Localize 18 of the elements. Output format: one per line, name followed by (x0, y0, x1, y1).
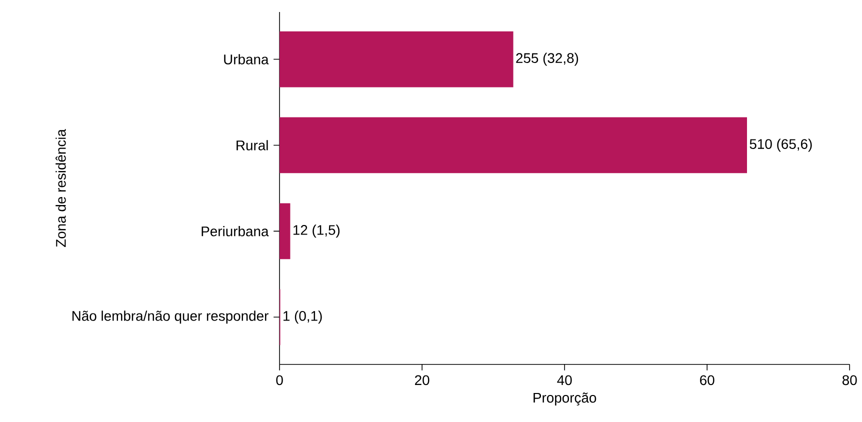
y-tick-label: Periurbana (202, 226, 269, 236)
y-axis-title: Zona de residência (56, 128, 66, 247)
data-label: 510 (65,6) (750, 138, 812, 152)
x-tick-label: 60 (700, 375, 714, 385)
x-tick-label: 20 (415, 375, 430, 385)
x-tick-label: 80 (842, 375, 857, 385)
bar (280, 117, 748, 173)
data-label: 12 (1,5) (293, 224, 340, 238)
x-tick-label: 0 (276, 375, 283, 385)
y-tick-label: Rural (236, 140, 268, 150)
y-tick-label: Não lembra/não quer responder (72, 310, 268, 324)
data-label: 255 (32,8) (516, 52, 578, 66)
bar (280, 31, 514, 88)
y-tick-label: Urbana (224, 54, 269, 64)
data-label: 1 (0,1) (284, 310, 322, 324)
x-tick-label: 40 (557, 375, 572, 385)
x-axis-title: Proporção (534, 392, 596, 406)
bar (280, 203, 290, 259)
